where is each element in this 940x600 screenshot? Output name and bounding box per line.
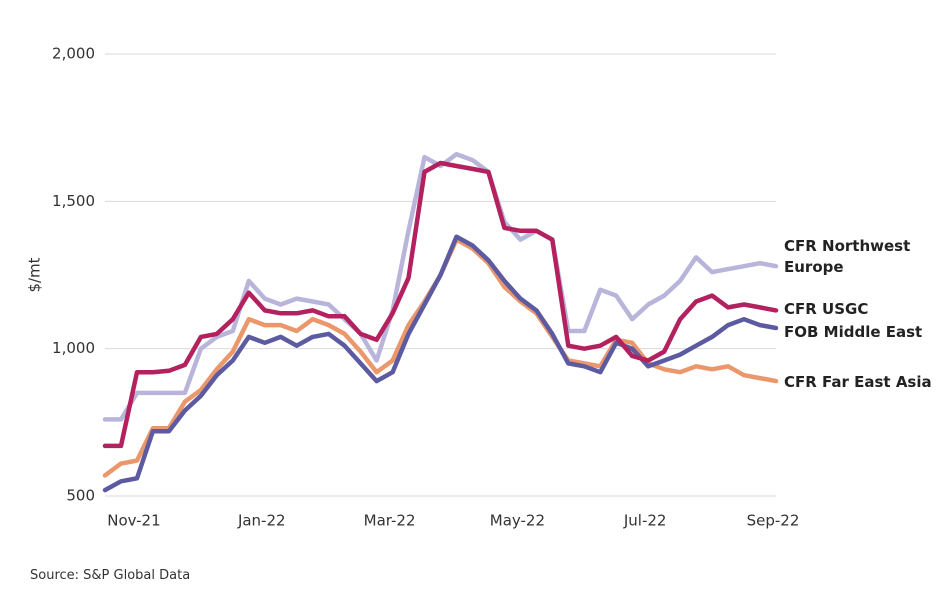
x-tick-label: Jul-22 xyxy=(623,512,667,530)
y-axis-label: $/mt xyxy=(26,257,44,292)
y-tick-label: 1,500 xyxy=(52,192,95,210)
x-tick-label: Jan-22 xyxy=(237,512,286,530)
x-tick-label: Mar-22 xyxy=(364,512,416,530)
legend-label: CFR Northwest Europe xyxy=(784,237,911,276)
x-tick-label: Sep-22 xyxy=(747,512,800,530)
series-line xyxy=(102,151,779,422)
source-note: Source: S&P Global Data xyxy=(30,568,191,583)
y-tick-label: 1,000 xyxy=(52,339,95,357)
series-line xyxy=(102,234,779,493)
legend-label: CFR USGC xyxy=(784,300,869,318)
series-line xyxy=(102,160,779,449)
x-tick-label: Nov-21 xyxy=(107,512,160,530)
legend-label: CFR Far East Asia xyxy=(784,373,932,391)
legend-label: FOB Middle East xyxy=(784,323,923,341)
y-tick-label: 2,000 xyxy=(52,45,95,63)
x-tick-label: May-22 xyxy=(490,512,545,530)
y-tick-label: 500 xyxy=(66,487,95,505)
